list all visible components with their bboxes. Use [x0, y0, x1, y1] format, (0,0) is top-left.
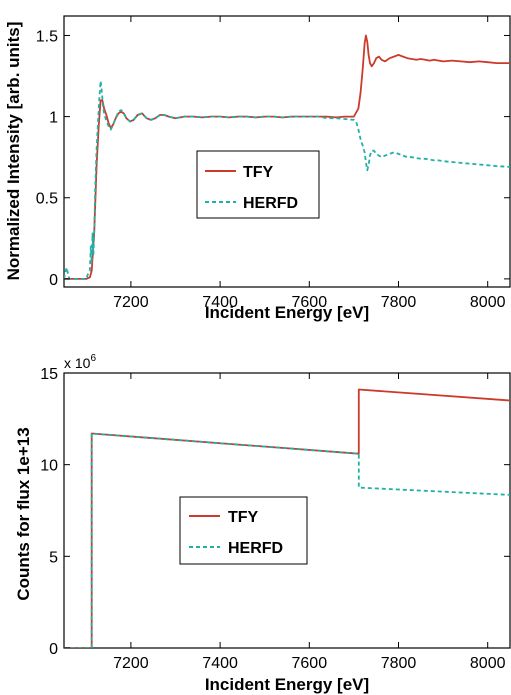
bottom-plot-series-tfy-line	[64, 388, 510, 648]
top-plot-legend: TFY HERFD	[196, 150, 320, 219]
bottom-plot-ticks: 7200 7400 7600 7800 8000 0 5 10 15	[40, 366, 510, 672]
bottom-plot-legend-box	[179, 496, 308, 565]
bottom-plot-x-tick-label: 7800	[381, 655, 417, 672]
top-legend-tfy-label: TFY	[243, 164, 274, 181]
bottom-plot-x-tick-label: 7200	[113, 655, 149, 672]
bottom-legend-herfd-label: HERFD	[228, 540, 283, 557]
bottom-plot-y-tick-label: 15	[40, 366, 58, 383]
top-plot-x-tick-label: 7400	[202, 294, 238, 311]
bottom-plot-frame	[63, 372, 511, 649]
bottom-plot-y-multiplier-base: x 10	[64, 355, 91, 371]
top-plot: 7200 7400 7600 7800 8000 0 0.5 1 1.5 Incident En…	[4, 15, 511, 322]
bottom-plot-y-multiplier: x 106	[64, 353, 96, 371]
bottom-plot-y-tick-label: 5	[49, 549, 58, 566]
bottom-plot: 7200 7400 7600 7800 8000 0 5 10 15 x 106 Inciden…	[14, 353, 511, 694]
bottom-plot-legend: TFY HERFD	[179, 496, 308, 565]
top-plot-y-axis-label: Normalized Intensity [arb. units]	[4, 22, 23, 281]
top-plot-y-tick-label: 0.5	[36, 191, 58, 208]
bottom-plot-y-axis-label: Counts for flux 1e+13	[14, 427, 33, 600]
top-plot-series-herfd-line	[64, 80, 510, 280]
top-plot-frame	[63, 15, 511, 288]
top-plot-y-tick-label: 1	[49, 110, 58, 127]
top-plot-x-axis-label: Incident Energy [eV]	[205, 303, 369, 322]
bottom-plot-y-multiplier-exponent: 6	[90, 353, 96, 364]
top-plot-y-tick-label: 0	[49, 272, 58, 289]
top-legend-herfd-label: HERFD	[243, 195, 298, 212]
bottom-plot-x-axis-label: Incident Energy [eV]	[205, 675, 369, 694]
top-plot-y-tick-label: 1.5	[36, 28, 58, 45]
bottom-plot-y-tick-label: 10	[40, 458, 58, 475]
bottom-legend-tfy-label: TFY	[228, 509, 259, 526]
top-plot-x-tick-label: 7200	[113, 294, 149, 311]
bottom-plot-x-tick-label: 7600	[292, 655, 328, 672]
top-plot-x-tick-label: 7600	[292, 294, 328, 311]
bottom-plot-series	[64, 388, 510, 648]
top-plot-ticks: 7200 7400 7600 7800 8000 0 0.5 1 1.5	[36, 16, 510, 311]
top-plot-legend-box	[196, 150, 320, 219]
bottom-plot-y-tick-label: 0	[49, 641, 58, 658]
bottom-plot-x-tick-label: 7400	[202, 655, 238, 672]
bottom-plot-x-tick-label: 8000	[470, 655, 506, 672]
top-plot-x-tick-label: 8000	[470, 294, 506, 311]
top-plot-x-tick-label: 7800	[381, 294, 417, 311]
top-plot-series	[64, 34, 510, 280]
